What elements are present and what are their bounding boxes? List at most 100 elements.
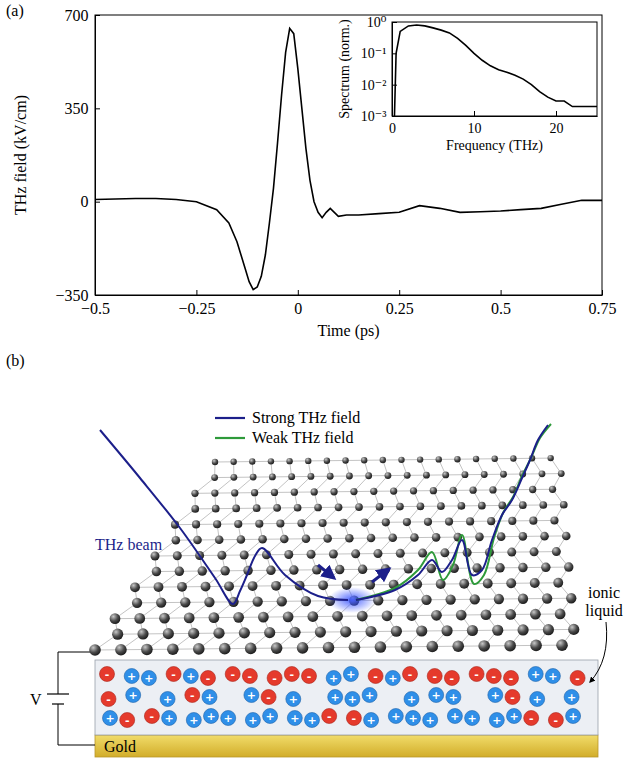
ion-ball — [528, 667, 543, 682]
atom — [258, 612, 269, 623]
atom — [240, 551, 249, 560]
atom — [505, 609, 516, 620]
legend-swatch — [215, 437, 245, 439]
atom — [529, 517, 537, 525]
ion-sign: + — [265, 710, 274, 723]
atom — [212, 459, 218, 465]
ion-sign: - — [248, 670, 253, 683]
x-axis: −0.5−0.2500.250.50.75 — [81, 290, 617, 317]
ion-ball — [144, 709, 159, 724]
anion: - — [346, 711, 361, 726]
legend-label: Weak THz field — [252, 429, 353, 446]
atom — [427, 564, 436, 573]
bond — [235, 477, 253, 493]
atom — [517, 624, 528, 635]
ion-sign: + — [491, 689, 500, 702]
atom — [404, 472, 411, 479]
atom — [370, 488, 377, 495]
atom — [253, 504, 261, 512]
atom — [442, 471, 449, 478]
ion-ball — [160, 692, 175, 707]
ion-sign: - — [150, 710, 155, 723]
atom — [283, 611, 294, 622]
beam-label: THz beam — [95, 536, 163, 553]
anion: - — [368, 669, 383, 684]
atom — [311, 488, 318, 495]
atom — [315, 626, 326, 637]
atom — [323, 642, 335, 654]
atom — [478, 502, 486, 510]
wire — [58, 652, 95, 745]
ion-ball — [242, 669, 257, 684]
anion: - — [261, 690, 276, 705]
atom — [323, 534, 332, 543]
atom — [410, 487, 417, 494]
ion-sign: - — [554, 714, 559, 727]
ion-ball — [507, 709, 522, 724]
ion-ball — [225, 667, 240, 682]
ion-ball — [504, 671, 519, 686]
atom — [297, 519, 305, 527]
anion: - — [100, 667, 115, 682]
diagram: Gold-++-+------++-+------++--++-++-+++++… — [30, 409, 623, 757]
x-tick: 0 — [294, 290, 302, 317]
atom — [530, 578, 540, 588]
ion-ball — [124, 669, 139, 684]
ion-ball — [305, 713, 320, 728]
ion-sign: + — [388, 672, 397, 685]
atom — [245, 643, 257, 655]
atom — [500, 471, 507, 478]
legend: Strong THz fieldWeak THz field — [215, 409, 360, 446]
atom — [365, 472, 372, 479]
beam-arrow — [372, 569, 389, 582]
ion-sign: + — [365, 689, 374, 702]
y-tick: 0 — [81, 193, 100, 210]
ion-sign: + — [548, 670, 557, 683]
atom — [365, 626, 376, 637]
atom — [130, 582, 140, 592]
ion-sign: - — [272, 672, 277, 685]
ion-sign: - — [529, 712, 534, 725]
atom — [410, 533, 419, 542]
ion-ball — [346, 711, 361, 726]
atom — [175, 567, 184, 576]
atom — [255, 520, 263, 528]
atom — [258, 535, 267, 544]
atom — [530, 609, 541, 620]
atom — [382, 610, 393, 621]
ion-sign: + — [331, 691, 340, 704]
x-tick-mark — [196, 290, 197, 295]
atom — [458, 502, 466, 510]
ion-sign: + — [531, 668, 540, 681]
atom — [542, 593, 552, 603]
ion-ball — [345, 692, 360, 707]
ion-ball — [302, 669, 317, 684]
y-tick-label: 10⁻² — [361, 78, 387, 93]
atom — [497, 532, 506, 541]
ion-sign: - — [105, 668, 110, 681]
anion: - — [403, 667, 418, 682]
x-tick-label: 0.5 — [491, 300, 511, 317]
ion-sign: - — [307, 670, 312, 683]
y-tick-mark — [95, 108, 100, 109]
x-tick-mark — [556, 111, 557, 116]
cation: + — [566, 709, 581, 724]
ion-sign: + — [329, 672, 338, 685]
atom — [539, 501, 547, 509]
sheet — [89, 455, 579, 656]
atom — [397, 595, 407, 605]
ion-sign: - — [509, 672, 514, 685]
atom — [361, 457, 367, 463]
atom — [89, 644, 101, 656]
atom — [191, 505, 199, 513]
ion-sign: + — [426, 714, 435, 727]
atom — [494, 594, 504, 604]
anion: - — [524, 711, 539, 726]
ion-sign: - — [575, 672, 580, 685]
atom — [159, 613, 170, 624]
ion-sign: - — [432, 670, 437, 683]
atom — [549, 486, 556, 493]
atom — [201, 582, 211, 592]
atom — [307, 611, 318, 622]
atom — [239, 627, 250, 638]
